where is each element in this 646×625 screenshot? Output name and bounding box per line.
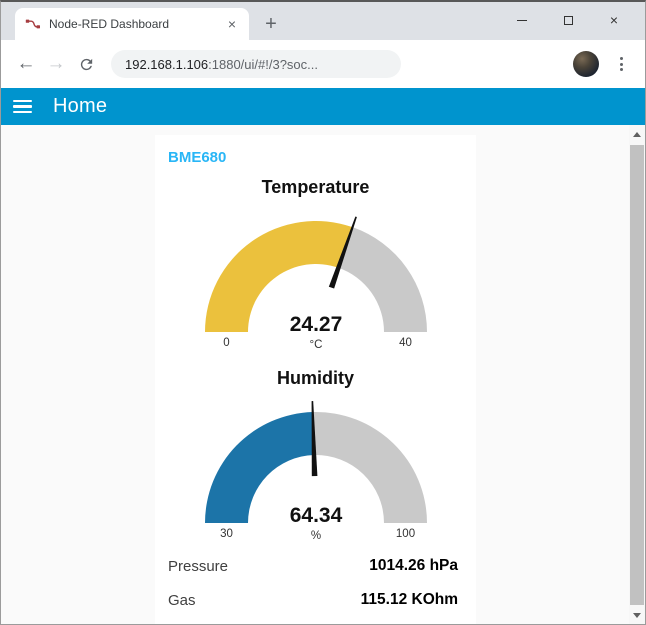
svg-text:%: %	[310, 530, 320, 542]
temperature-widget-title: Temperature	[261, 177, 370, 197]
dashboard-content: BME680 Temperature 24.27 °C 0 40 Humidity 6…	[1, 125, 645, 624]
gas-label: Gas	[168, 591, 196, 609]
pressure-value: 1014.26 hPa	[369, 557, 458, 574]
svg-text:°C: °C	[309, 339, 322, 351]
reload-button[interactable]	[71, 49, 101, 79]
temperature-gauge: 24.27 °C 0 40	[204, 216, 427, 351]
scrollbar-down-button[interactable]	[629, 607, 645, 623]
page-title: Home	[53, 95, 108, 117]
url-host: 192.168.1.106	[125, 56, 209, 72]
browser-tab[interactable]: Node-RED Dashboard ×	[15, 8, 249, 40]
humidity-widget-title: Humidity	[276, 368, 354, 388]
kebab-dot	[619, 68, 623, 71]
browser-toolbar: ← → 192.168.1.106:1880/ui/#!/3?soc...	[1, 40, 645, 88]
url-path: :1880/ui/#!/3?soc...	[208, 56, 318, 72]
group-title: BME680	[168, 149, 227, 166]
scrollbar-thumb[interactable]	[630, 145, 644, 605]
svg-text:64.34: 64.34	[289, 504, 342, 527]
scrollbar-up-button[interactable]	[629, 126, 645, 142]
scrollbar[interactable]	[629, 125, 645, 624]
tab-title: Node-RED Dashboard	[49, 17, 170, 31]
pressure-label: Pressure	[168, 557, 229, 575]
scrollbar-down-arrow-icon	[633, 612, 641, 618]
address-bar[interactable]: 192.168.1.106:1880/ui/#!/3?soc...	[111, 50, 401, 78]
window-controls: ×	[499, 2, 637, 38]
new-tab-button[interactable]: +	[265, 12, 277, 35]
window-close-button[interactable]: ×	[591, 5, 637, 35]
kebab-dot	[619, 57, 623, 60]
close-icon: ×	[609, 12, 619, 28]
humidity-gauge: 64.34% 30 100	[204, 401, 427, 542]
forward-button[interactable]: →	[46, 53, 66, 74]
scrollbar-up-arrow-icon	[633, 131, 641, 137]
pressure-reading-row: Pressure 1014.26 hPa	[155, 551, 476, 581]
reload-icon	[80, 58, 92, 70]
tab-close-icon[interactable]: ×	[227, 16, 237, 32]
kebab-dot	[619, 62, 623, 66]
svg-text:0: 0	[223, 337, 229, 349]
svg-text:30: 30	[220, 528, 233, 540]
gas-value: 115.12 KOhm	[360, 591, 458, 608]
dashboard-appbar: Home	[1, 88, 645, 125]
window-maximize-button[interactable]	[545, 5, 591, 35]
window-minimize-button[interactable]	[499, 5, 545, 35]
maximize-icon	[563, 15, 573, 25]
svg-text:24.27: 24.27	[289, 313, 342, 336]
hamburger-menu-icon[interactable]	[13, 95, 43, 119]
back-button[interactable]: ←	[16, 53, 36, 74]
gas-reading-row: Gas 115.12 KOhm	[155, 585, 476, 615]
browser-menu-button[interactable]	[609, 51, 633, 77]
minimize-icon	[517, 19, 527, 21]
svg-text:40: 40	[399, 337, 412, 349]
dashboard-group-bme680: BME680 Temperature 24.27 °C 0 40 Humidity 6…	[155, 135, 476, 624]
node-red-favicon-icon	[25, 16, 41, 32]
tab-strip: Node-RED Dashboard × + ×	[1, 2, 645, 40]
svg-text:100: 100	[395, 528, 414, 540]
profile-avatar[interactable]	[573, 51, 599, 77]
